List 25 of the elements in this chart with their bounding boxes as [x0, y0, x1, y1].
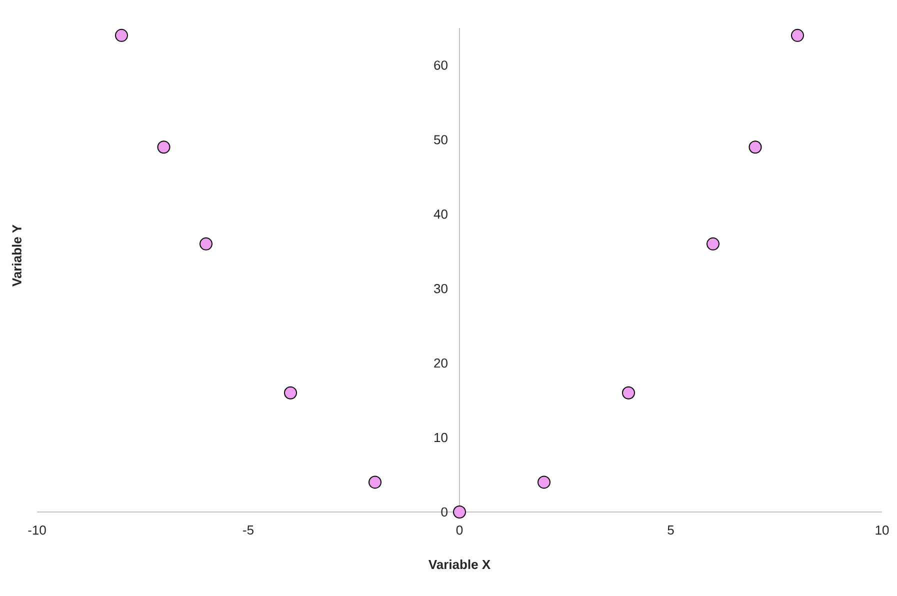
x-tick-label: -10 — [28, 526, 46, 535]
point — [453, 505, 466, 518]
point — [538, 476, 550, 489]
x-tick-label: 5 — [668, 526, 674, 535]
point — [284, 386, 298, 400]
x-tick-label: 0 — [456, 526, 463, 535]
point — [622, 386, 636, 400]
y-tick-label: 10 — [434, 432, 448, 442]
point — [200, 237, 213, 250]
y-tick-label: 60 — [434, 60, 448, 70]
x-tick-label: 10 — [876, 526, 889, 535]
x-axis-title: Variable X — [428, 560, 490, 570]
y-tick-label: 0 — [441, 507, 448, 517]
point — [748, 140, 762, 154]
point — [706, 237, 720, 250]
point — [115, 28, 128, 42]
x-tick-label: -5 — [243, 526, 254, 535]
point — [791, 28, 804, 42]
y-tick-label: 40 — [434, 210, 448, 219]
y-tick-label: 30 — [434, 284, 448, 294]
y-tick-label: 50 — [434, 135, 448, 144]
point — [157, 140, 170, 154]
y-tick-label: 20 — [434, 358, 448, 368]
y-axis-title: Variable Y — [12, 224, 22, 286]
point — [368, 476, 382, 489]
